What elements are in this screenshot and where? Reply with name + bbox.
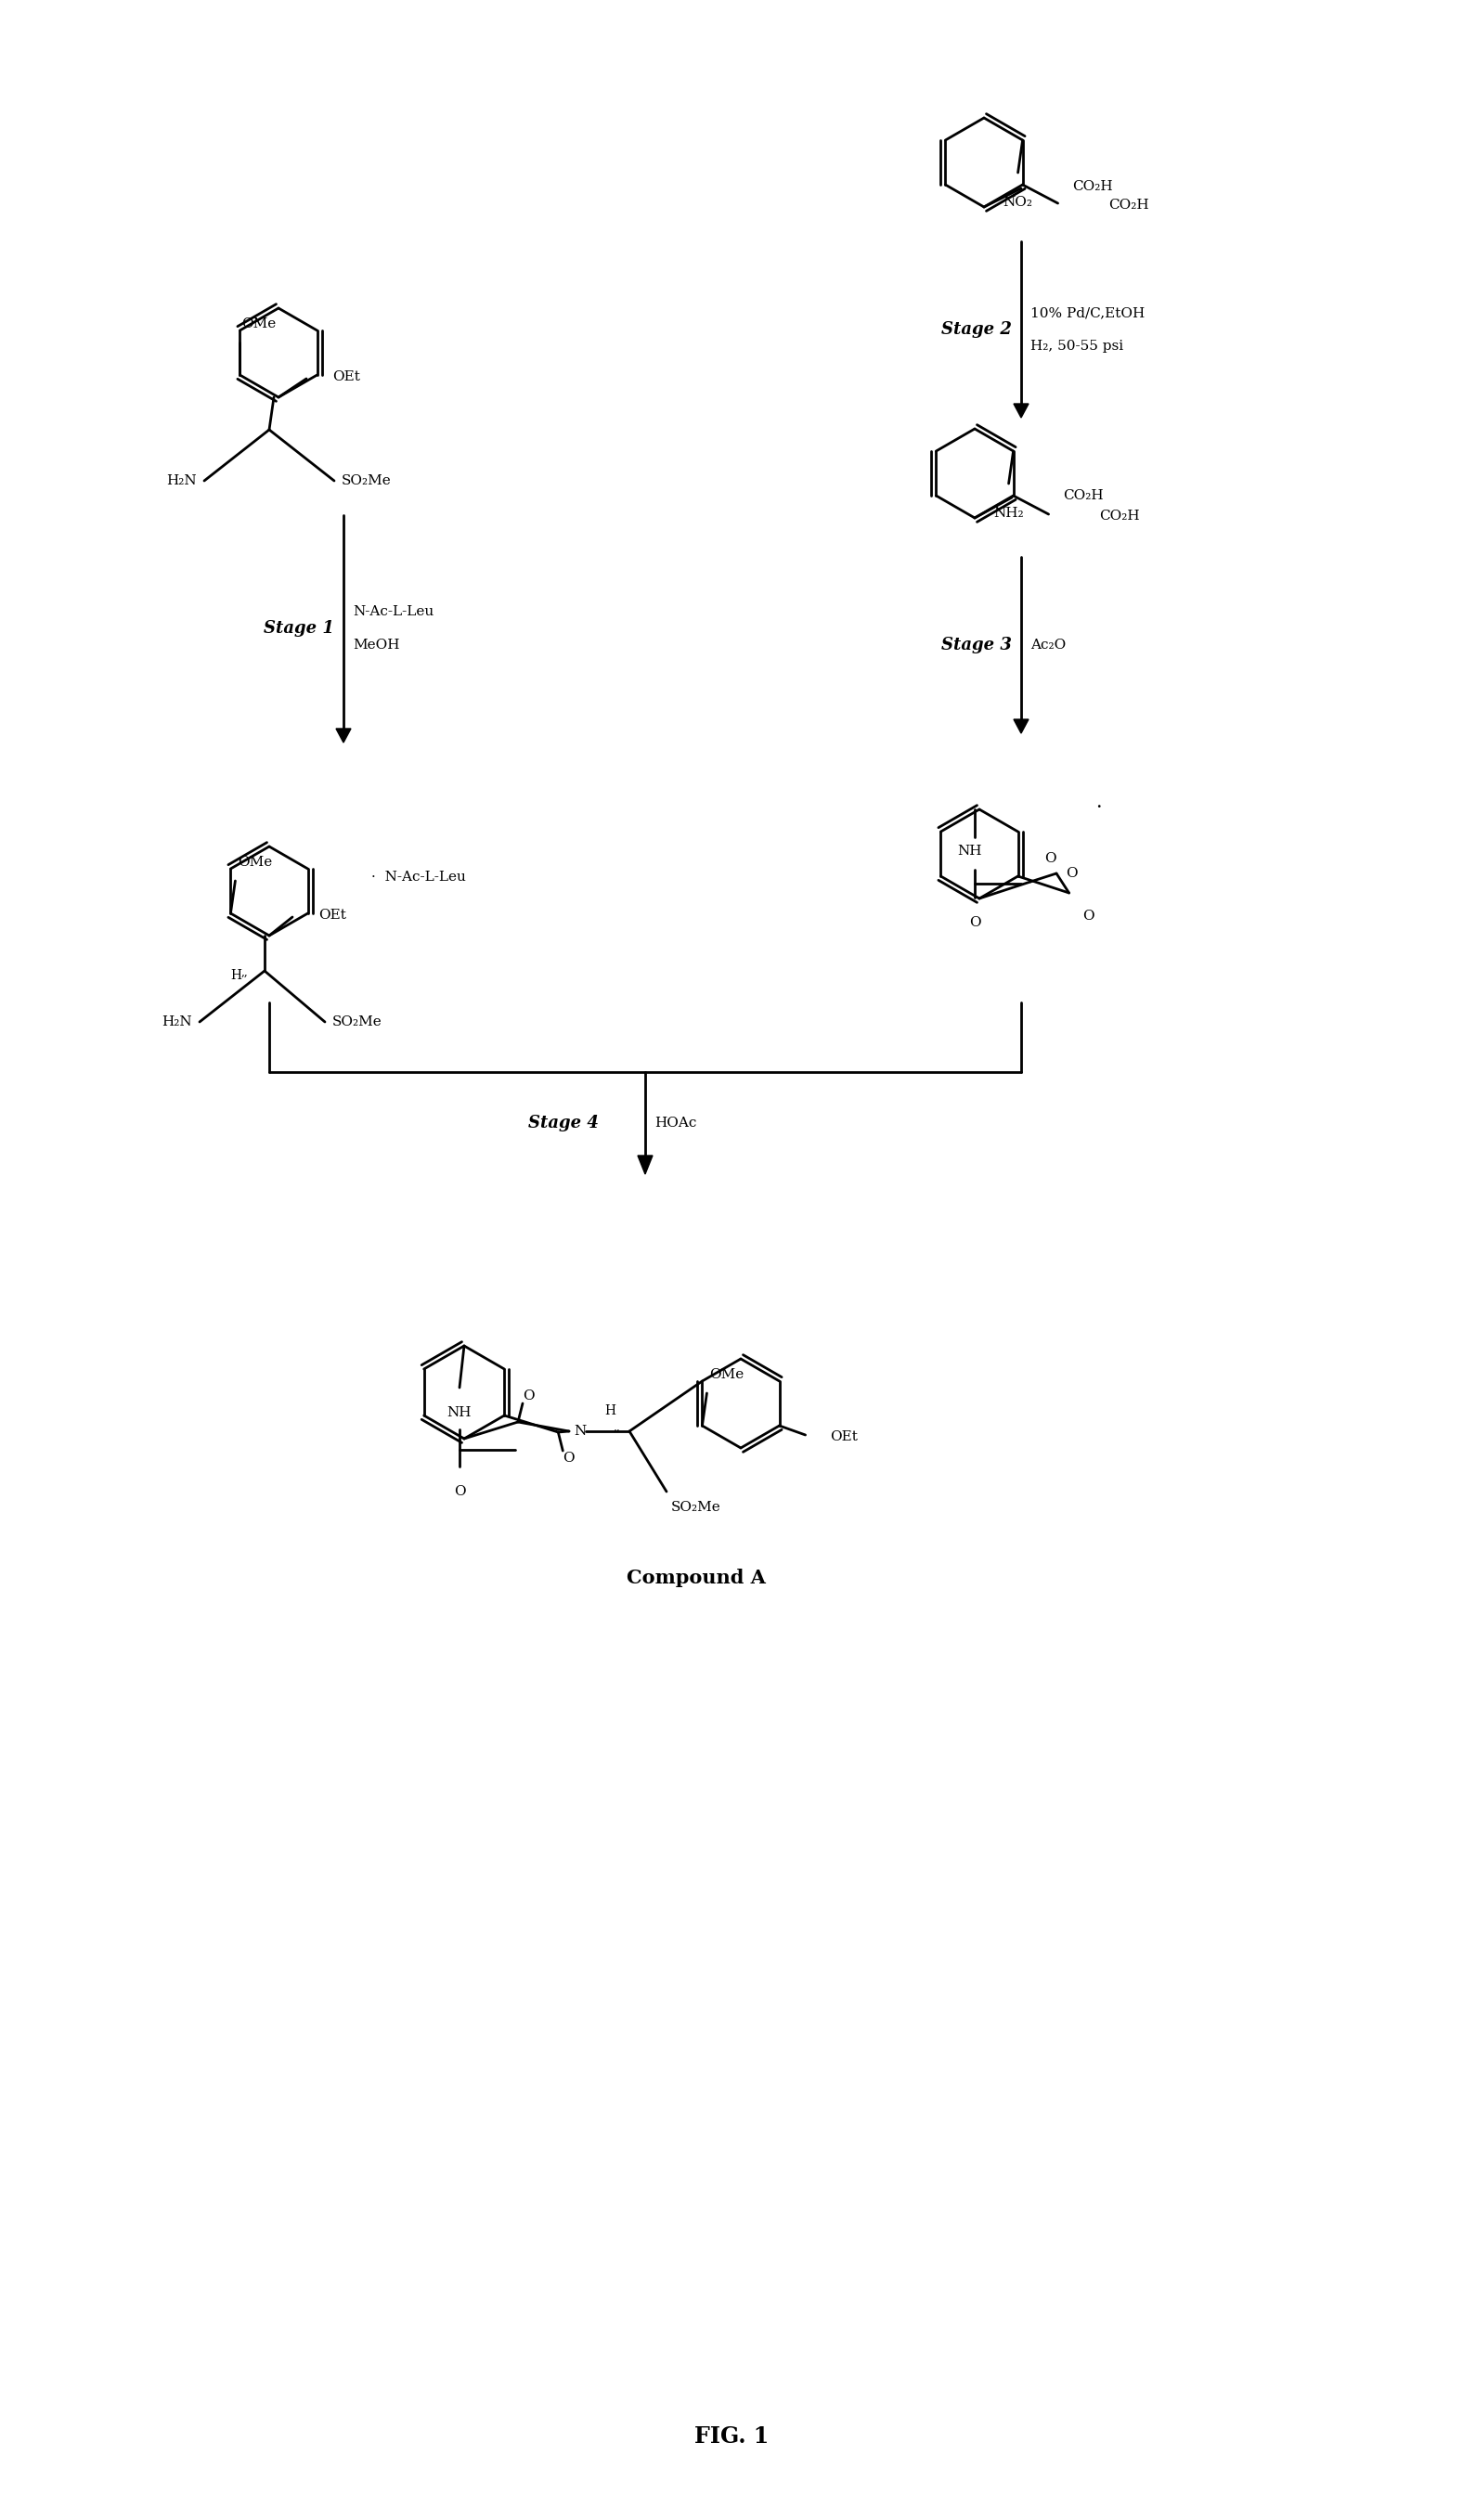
Text: Stage 1: Stage 1: [263, 620, 334, 638]
Text: OMe: OMe: [238, 857, 272, 869]
Text: HOAc: HOAc: [654, 1116, 696, 1129]
Text: NH: NH: [448, 1406, 471, 1419]
Text: CO₂H: CO₂H: [1072, 179, 1113, 194]
Text: SO₂Me: SO₂Me: [342, 474, 392, 486]
Text: OMe: OMe: [241, 318, 277, 330]
Text: OEt: OEt: [831, 1431, 859, 1444]
Text: ·: ·: [1096, 799, 1102, 816]
Text: O: O: [563, 1452, 575, 1464]
Text: O: O: [454, 1484, 465, 1497]
Text: NO₂: NO₂: [1004, 197, 1033, 209]
Text: CO₂H: CO₂H: [1100, 509, 1140, 522]
Text: MeOH: MeOH: [353, 638, 399, 653]
Text: Ac₂O: Ac₂O: [1030, 638, 1067, 653]
Text: N: N: [573, 1424, 587, 1439]
Text: CO₂H: CO₂H: [1109, 199, 1150, 212]
Text: H: H: [604, 1404, 616, 1416]
Text: O: O: [1083, 910, 1094, 922]
Polygon shape: [336, 728, 351, 743]
Text: H₂, 50-55 psi: H₂, 50-55 psi: [1030, 340, 1124, 353]
Text: OMe: OMe: [710, 1368, 745, 1381]
Text: OEt: OEt: [332, 370, 360, 383]
Text: H₂N: H₂N: [162, 1016, 192, 1028]
Text: ,,: ,,: [240, 965, 247, 978]
Text: N-Ac-L-Leu: N-Ac-L-Leu: [353, 605, 433, 617]
Polygon shape: [1014, 718, 1028, 733]
Text: Stage 3: Stage 3: [941, 638, 1012, 653]
Text: NH₂: NH₂: [993, 507, 1024, 519]
Text: SO₂Me: SO₂Me: [332, 1016, 382, 1028]
Polygon shape: [1014, 403, 1028, 418]
Text: Compound A: Compound A: [626, 1567, 765, 1588]
Text: CO₂H: CO₂H: [1064, 489, 1103, 501]
Text: SO₂Me: SO₂Me: [672, 1502, 721, 1515]
Text: O: O: [522, 1389, 534, 1404]
Text: ,,: ,,: [613, 1421, 620, 1434]
Text: O: O: [1045, 852, 1056, 864]
Text: 10% Pd/C,EtOH: 10% Pd/C,EtOH: [1030, 307, 1146, 320]
Text: NH: NH: [958, 844, 982, 857]
Text: Stage 4: Stage 4: [528, 1114, 598, 1131]
Text: H₂N: H₂N: [167, 474, 198, 486]
Text: O: O: [969, 917, 980, 930]
Text: FIG. 1: FIG. 1: [695, 2424, 768, 2447]
Text: O: O: [1065, 867, 1077, 879]
Text: Stage 2: Stage 2: [941, 320, 1012, 338]
Text: ·  N-Ac-L-Leu: · N-Ac-L-Leu: [372, 869, 465, 885]
Polygon shape: [638, 1157, 652, 1174]
Text: OEt: OEt: [319, 910, 347, 922]
Text: H: H: [230, 970, 241, 983]
